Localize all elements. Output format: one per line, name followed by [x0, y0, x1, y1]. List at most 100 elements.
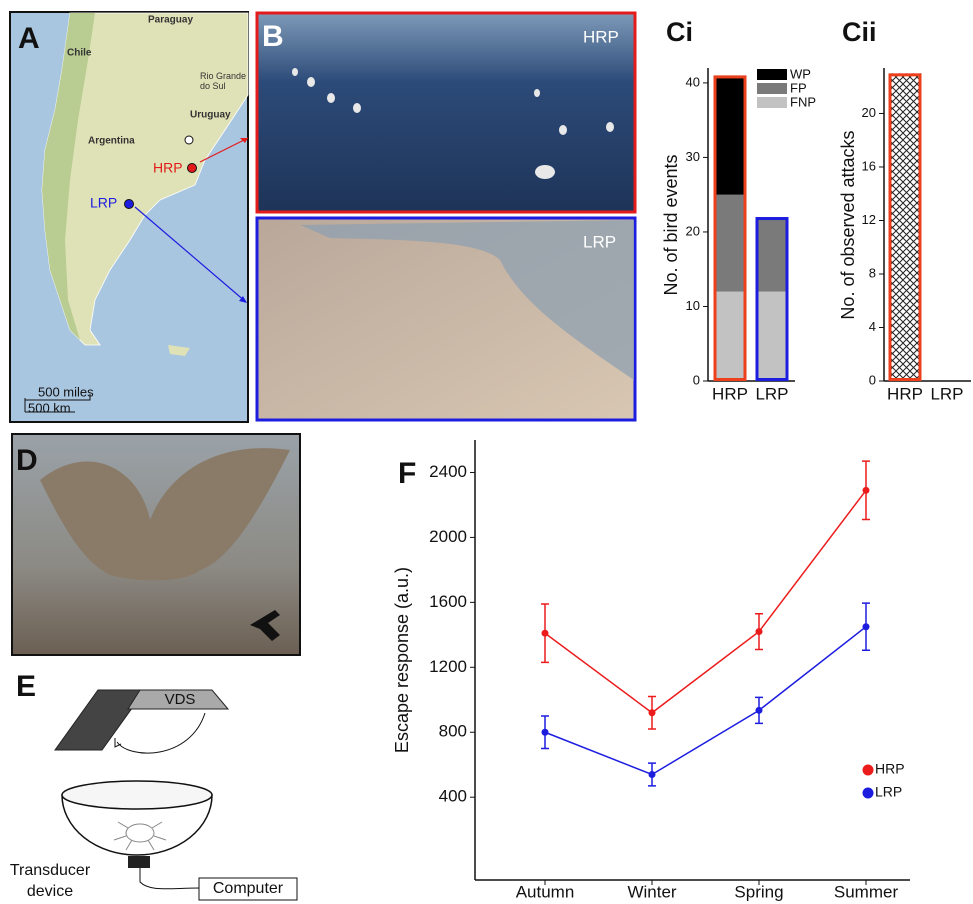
- map-arrowhead: [240, 138, 248, 143]
- photo-panel: B HRP LRP: [255, 11, 637, 422]
- map-site-hrp: [187, 163, 197, 173]
- map-site-label: LRP: [90, 195, 117, 211]
- y-tick-label: 8: [869, 265, 876, 280]
- screen-side: [54, 689, 146, 751]
- map-island: [168, 345, 190, 356]
- transducer: [128, 856, 150, 868]
- map-panel: Paraguay Chile Rio Grande do Sul Uruguay …: [9, 11, 249, 423]
- chart-title: Ci: [666, 17, 693, 47]
- y-axis-label: No. of bird events: [661, 154, 681, 295]
- map-city: [184, 135, 194, 145]
- transducer-label: Transducer device: [10, 862, 91, 900]
- water: [300, 220, 634, 380]
- legend-label: WP: [790, 66, 811, 81]
- y-tick-label: 1600: [429, 592, 467, 611]
- bar-outline: [888, 73, 922, 381]
- map-arrow: [199, 137, 249, 163]
- y-tick-label: 800: [439, 722, 467, 741]
- legend-marker: [862, 787, 874, 799]
- gull-shape: [40, 448, 290, 581]
- photo-hrp: [255, 11, 637, 214]
- y-tick-label: 12: [862, 212, 876, 227]
- legend-label: HRP: [875, 761, 905, 777]
- gulls: [292, 68, 614, 179]
- data-point: [862, 486, 870, 494]
- y-tick-label: 2000: [429, 527, 467, 546]
- panel-label: D: [16, 444, 38, 477]
- data-point: [755, 706, 763, 714]
- y-tick-label: 20: [686, 223, 700, 238]
- y-tick-label: 40: [686, 74, 700, 89]
- map-label: Chile: [67, 48, 92, 59]
- legend-label: LRP: [875, 784, 902, 800]
- y-axis-label: Escape response (a.u.): [392, 567, 412, 753]
- scale-label: 500 km: [28, 400, 71, 415]
- y-axis-label: No. of observed attacks: [838, 130, 858, 319]
- x-tick-label: HRP: [712, 384, 748, 403]
- screen-top: [127, 689, 230, 710]
- bar-segment: [713, 75, 747, 195]
- x-tick-label: LRP: [755, 384, 788, 403]
- legend-swatch: [757, 69, 787, 80]
- legend-label: FP: [790, 80, 807, 95]
- data-point: [541, 728, 549, 736]
- bar: [888, 73, 922, 381]
- map-arrow: [134, 206, 247, 303]
- diagram: E VDS Computer Transducer device: [10, 670, 298, 901]
- bar-segment: [713, 194, 747, 292]
- y-tick-label: 16: [862, 158, 876, 173]
- chart-title: Cii: [842, 17, 877, 47]
- data-point: [862, 623, 870, 631]
- panel-label: B: [262, 20, 284, 53]
- x-tick-label: LRP: [930, 384, 963, 403]
- y-tick-label: 20: [862, 105, 876, 120]
- rotation-arrowhead: [114, 738, 122, 748]
- computer-label: Computer: [213, 880, 284, 897]
- panel-label: A: [18, 22, 40, 55]
- x-tick-label: Summer: [834, 882, 899, 901]
- bar-segment: [755, 217, 789, 292]
- y-tick-label: 2400: [429, 462, 467, 481]
- map-label: Rio Grande do Sul: [200, 71, 246, 91]
- photo-label: LRP: [583, 232, 616, 251]
- bar-segment: [755, 291, 789, 381]
- crab: [113, 821, 167, 851]
- map-arrowhead: [239, 296, 247, 303]
- map-label: Argentina: [88, 136, 135, 147]
- x-tick-label: Autumn: [516, 882, 575, 901]
- bar-outline: [713, 75, 747, 381]
- data-point: [648, 709, 656, 717]
- x-tick-label: HRP: [887, 384, 923, 403]
- y-tick-label: 4: [869, 319, 876, 334]
- scale-bar: [24, 394, 91, 413]
- device-label: VDS: [165, 691, 196, 708]
- bowl: [61, 794, 213, 856]
- map-andes: [42, 13, 95, 340]
- cable: [139, 868, 201, 890]
- y-tick-label: 400: [439, 787, 467, 806]
- bar-segment: [713, 291, 747, 381]
- map-label: Uruguay: [190, 110, 231, 121]
- x-tick-label: Winter: [627, 882, 676, 901]
- legend-marker: [862, 764, 874, 776]
- y-tick-label: 0: [693, 372, 700, 387]
- photo-label: HRP: [583, 27, 619, 46]
- series-line: [544, 626, 867, 776]
- map-site-lrp: [124, 199, 134, 209]
- legend-swatch: [757, 83, 787, 94]
- y-tick-label: 10: [686, 298, 700, 313]
- y-tick-label: 0: [869, 372, 876, 387]
- y-tick-label: 1200: [429, 657, 467, 676]
- bar-outline: [755, 217, 789, 381]
- rotation-arrow: [116, 712, 206, 754]
- data-point: [541, 629, 549, 637]
- series-line: [544, 489, 867, 714]
- legend-label: FNP: [790, 94, 816, 109]
- pointer-arrow: [250, 610, 280, 641]
- panel-label: F: [398, 457, 416, 490]
- map-site-label: HRP: [153, 160, 183, 176]
- bowl-rim: [61, 780, 213, 810]
- data-point: [755, 628, 763, 636]
- panel-label: E: [16, 670, 36, 703]
